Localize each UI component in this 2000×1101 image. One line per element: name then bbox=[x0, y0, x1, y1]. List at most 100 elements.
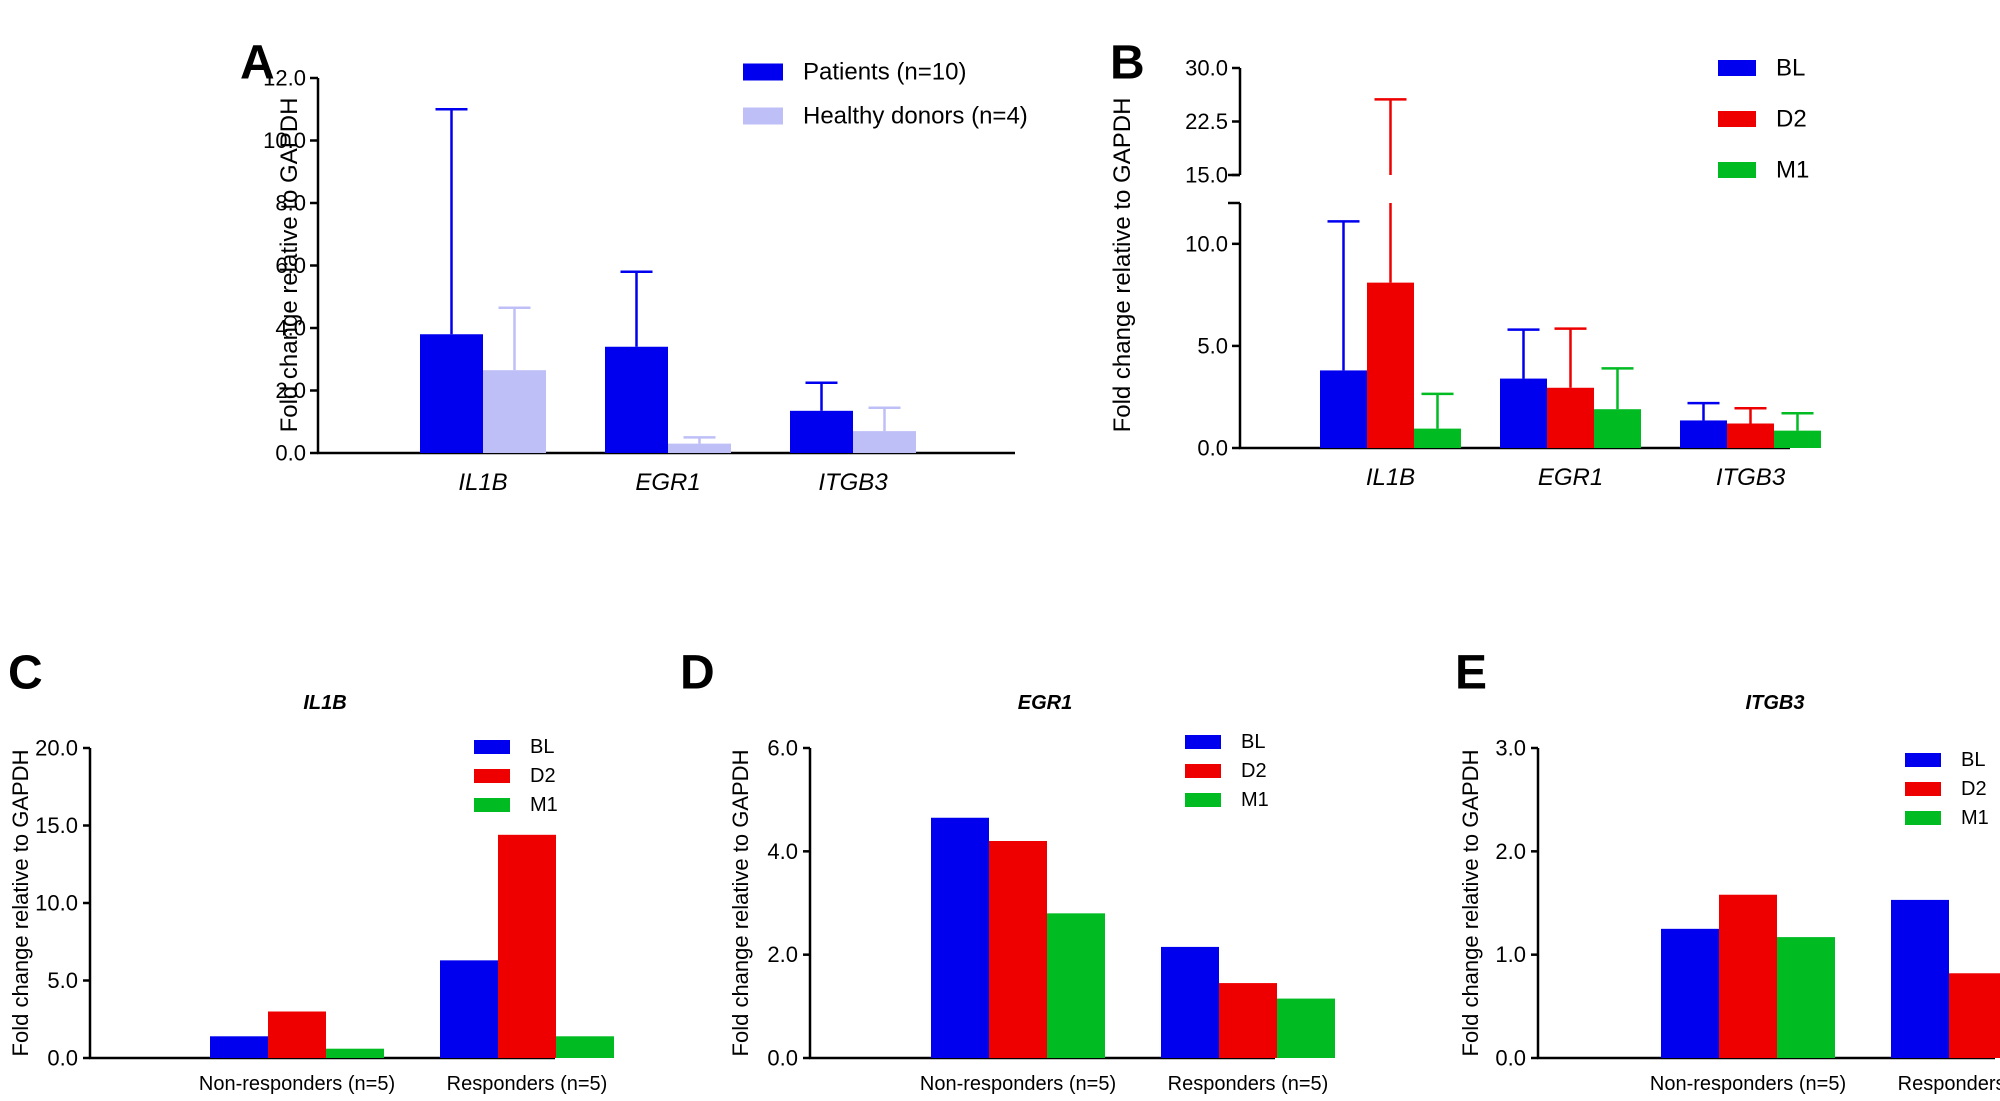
legend-swatch bbox=[1185, 764, 1221, 778]
bar bbox=[605, 346, 668, 453]
y-tick-label: 30.0 bbox=[1185, 56, 1228, 81]
bar bbox=[1680, 420, 1727, 448]
y-axis-label: Fold change relative to GAPDH bbox=[1458, 750, 1483, 1057]
bar bbox=[1719, 894, 1777, 1058]
bar bbox=[1777, 937, 1835, 1058]
panel-label: D bbox=[680, 647, 715, 700]
bar bbox=[1774, 430, 1821, 448]
y-tick-label: 10.0 bbox=[263, 128, 306, 153]
chart-title: IL1B bbox=[303, 692, 346, 714]
bar bbox=[931, 817, 989, 1058]
bar bbox=[1367, 282, 1414, 448]
bar bbox=[440, 960, 498, 1058]
bar bbox=[1277, 998, 1335, 1058]
legend-entry: BL bbox=[530, 736, 554, 758]
y-tick-label: 2.0 bbox=[1495, 839, 1526, 864]
y-tick-label: 3.0 bbox=[1495, 736, 1526, 761]
y-axis-label: Fold change relative to GAPDH bbox=[8, 750, 33, 1057]
y-tick-label: 5.0 bbox=[47, 968, 78, 993]
x-category-label: Responders (n=5) bbox=[447, 1073, 608, 1095]
y-tick-label: 1.0 bbox=[1495, 942, 1526, 967]
legend-entry: M1 bbox=[530, 794, 558, 816]
legend-entry: M1 bbox=[1241, 789, 1269, 811]
bar bbox=[1949, 973, 2000, 1058]
bar bbox=[498, 834, 556, 1058]
bar bbox=[1320, 370, 1367, 448]
x-category-label: EGR1 bbox=[1538, 464, 1603, 491]
bar bbox=[1547, 387, 1594, 448]
y-tick-label: 12.0 bbox=[263, 66, 306, 91]
x-category-label: Non-responders (n=5) bbox=[199, 1073, 395, 1095]
panel-label: E bbox=[1455, 647, 1487, 700]
y-tick-label: 8.0 bbox=[275, 191, 306, 216]
legend-swatch bbox=[1905, 753, 1941, 767]
legend-swatch bbox=[1185, 735, 1221, 749]
legend-swatch bbox=[743, 63, 783, 81]
y-tick-label: 15.0 bbox=[35, 813, 78, 838]
panel-label: B bbox=[1110, 37, 1145, 90]
bar bbox=[268, 1011, 326, 1058]
legend-swatch bbox=[1718, 111, 1756, 127]
bar bbox=[1891, 899, 1949, 1058]
y-tick-label: 10.0 bbox=[1185, 231, 1228, 256]
legend-swatch bbox=[474, 798, 510, 812]
y-axis-label: Fold change relative to GAPDH bbox=[728, 750, 753, 1057]
y-tick-label: 20.0 bbox=[35, 736, 78, 761]
x-category-label: EGR1 bbox=[635, 469, 700, 496]
y-tick-label: 6.0 bbox=[275, 253, 306, 278]
legend-entry: Patients (n=10) bbox=[803, 59, 966, 86]
legend-entry: BL bbox=[1961, 749, 1985, 771]
legend-entry: Healthy donors (n=4) bbox=[803, 103, 1028, 130]
bar bbox=[1500, 378, 1547, 448]
bar bbox=[210, 1036, 268, 1058]
bar bbox=[853, 431, 916, 453]
y-tick-label: 0.0 bbox=[1197, 436, 1228, 461]
y-tick-label: 15.0 bbox=[1185, 163, 1228, 188]
legend-swatch bbox=[1905, 811, 1941, 825]
y-tick-label: 0.0 bbox=[767, 1046, 798, 1071]
x-category-label: ITGB3 bbox=[818, 469, 888, 496]
y-tick-label: 0.0 bbox=[47, 1046, 78, 1071]
legend-entry: M1 bbox=[1961, 807, 1989, 829]
bar bbox=[1594, 409, 1641, 448]
legend-swatch bbox=[743, 107, 783, 125]
y-axis-label: Fold change relative to GAPDH bbox=[276, 98, 303, 433]
bar bbox=[668, 443, 731, 453]
bar bbox=[556, 1036, 614, 1058]
x-category-label: Responders (n=5) bbox=[1168, 1073, 1329, 1095]
x-category-label: IL1B bbox=[1366, 464, 1415, 491]
legend-swatch bbox=[1185, 793, 1221, 807]
legend-entry: BL bbox=[1776, 55, 1805, 82]
bar bbox=[326, 1048, 384, 1058]
y-tick-label: 6.0 bbox=[767, 736, 798, 761]
bar bbox=[1414, 428, 1461, 448]
legend-entry: D2 bbox=[530, 765, 556, 787]
y-tick-label: 2.0 bbox=[767, 942, 798, 967]
bar bbox=[1047, 913, 1105, 1058]
x-category-label: ITGB3 bbox=[1716, 464, 1786, 491]
y-tick-label: 22.5 bbox=[1185, 109, 1228, 134]
y-tick-label: 4.0 bbox=[275, 316, 306, 341]
x-category-label: IL1B bbox=[458, 469, 507, 496]
x-category-label: Non-responders (n=5) bbox=[1650, 1073, 1846, 1095]
chart-title: ITGB3 bbox=[1746, 692, 1805, 714]
legend-entry: D2 bbox=[1961, 778, 1987, 800]
chart-panel-b: B 0.0 5.0 10.0 15.0 22.5 30.0 Fold change relat… bbox=[1109, 37, 1821, 491]
legend-entry: BL bbox=[1241, 731, 1265, 753]
panel-label: A bbox=[240, 37, 275, 90]
bar bbox=[1727, 423, 1774, 448]
bar bbox=[790, 410, 853, 453]
chart-panel-a: A 0.0 2.0 4.0 6.0 8.0 10.0 12.0 Fold change rela… bbox=[240, 37, 1028, 496]
legend-swatch bbox=[1718, 162, 1756, 178]
chart-title: EGR1 bbox=[1018, 692, 1072, 714]
bar bbox=[1661, 928, 1719, 1058]
y-tick-label: 2.0 bbox=[275, 378, 306, 403]
y-tick-label: 0.0 bbox=[275, 441, 306, 466]
legend-entry: D2 bbox=[1241, 760, 1267, 782]
chart-panel-e: E ITGB3 0.0 1.0 2.0 3.0 Fold change relative t… bbox=[1455, 647, 2000, 1095]
panel-label: C bbox=[8, 647, 43, 700]
legend-swatch bbox=[1718, 60, 1756, 76]
legend-entry: M1 bbox=[1776, 157, 1809, 184]
